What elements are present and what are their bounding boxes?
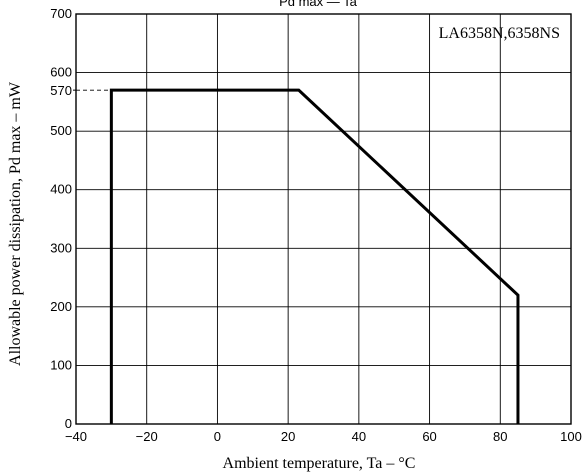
y-tick-label: 200 [50,299,72,314]
x-tick-label: 80 [493,429,507,444]
y-tick-label: 0 [65,416,72,431]
y-axis-label: Allowable power dissipation, Pd max – mW [7,81,24,366]
x-tick-label: 100 [560,429,582,444]
y-tick-label: 500 [50,123,72,138]
y-tick-label: 100 [50,357,72,372]
y-tick-label: 570 [50,83,72,98]
y-tick-label: 400 [50,182,72,197]
tick-labels: −40 −20 0 20 40 60 80 100 0 100 200 300 400 500 600 700… [50,6,582,444]
y-tick-label: 600 [50,65,72,80]
y-tick-label: 300 [50,240,72,255]
x-tick-label: 0 [214,429,221,444]
x-tick-label: −40 [65,429,87,444]
x-axis-label: Ambient temperature, Ta – °C [223,455,416,472]
x-tick-label: 20 [281,429,295,444]
grid-layer [76,14,571,424]
plot-frame [75,13,572,425]
y-tick-label: 700 [50,6,72,21]
chart-title: Pd max — Ta [279,0,358,9]
series-layer [76,88,520,424]
device-annotation: LA6358N,6358NS [439,25,560,42]
x-tick-label: −20 [136,429,158,444]
derating-curve [109,88,520,424]
x-tick-label: 60 [422,429,436,444]
x-tick-label: 40 [352,429,366,444]
